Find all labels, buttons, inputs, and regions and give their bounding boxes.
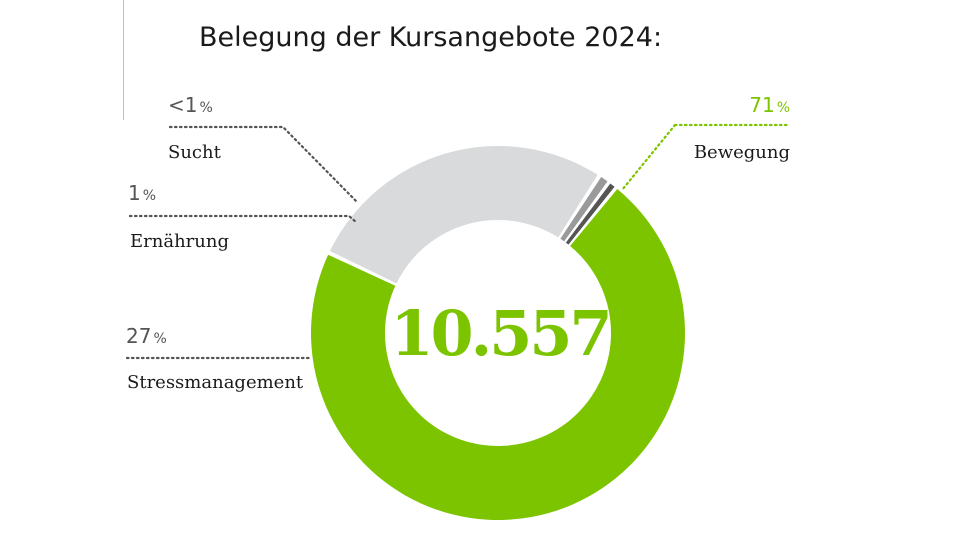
leader-line-ernaehrung [128, 214, 358, 224]
percent-value-bewegung: 71 [749, 93, 774, 117]
chart-title: Belegung der Kursangebote 2024: [199, 22, 663, 53]
slice-stressmanagement [329, 145, 598, 284]
percent-label-ernaehrung: 1% [128, 181, 156, 205]
donut-slices [311, 145, 685, 520]
slice-ernaehrung [560, 177, 608, 242]
category-label-ernaehrung: Ernährung [130, 231, 229, 252]
percent-sign-stressmanagement: % [153, 331, 166, 347]
slice-bewegung [311, 189, 685, 520]
slice-labels: 71 % Bewegung 27 % Stressmanagement 1 % Ernährun… [126, 93, 790, 393]
vertical-divider [123, 0, 124, 120]
leader-line-bewegung-diag [620, 123, 677, 192]
leader-line-sucht [168, 125, 360, 205]
category-label-sucht: Sucht [168, 142, 222, 163]
percent-value-ernaehrung: 1 [128, 181, 141, 205]
category-label-bewegung: Bewegung [694, 142, 790, 163]
percent-value-stressmanagement: 27 [126, 324, 151, 348]
percent-sign-sucht: % [199, 100, 212, 116]
leader-lines [125, 123, 792, 360]
center-total-value: 10.557 [390, 297, 609, 370]
percent-label-bewegung: 71% [749, 93, 790, 117]
percent-label-stressmanagement: 27% [126, 324, 167, 348]
slice-sucht [565, 183, 615, 245]
category-label-stressmanagement: Stressmanagement [127, 372, 304, 393]
percent-label-sucht: <1% [168, 93, 213, 117]
percent-sign-ernaehrung: % [143, 188, 156, 204]
percent-value-sucht: <1 [168, 93, 197, 117]
percent-sign-bewegung: % [777, 100, 790, 116]
